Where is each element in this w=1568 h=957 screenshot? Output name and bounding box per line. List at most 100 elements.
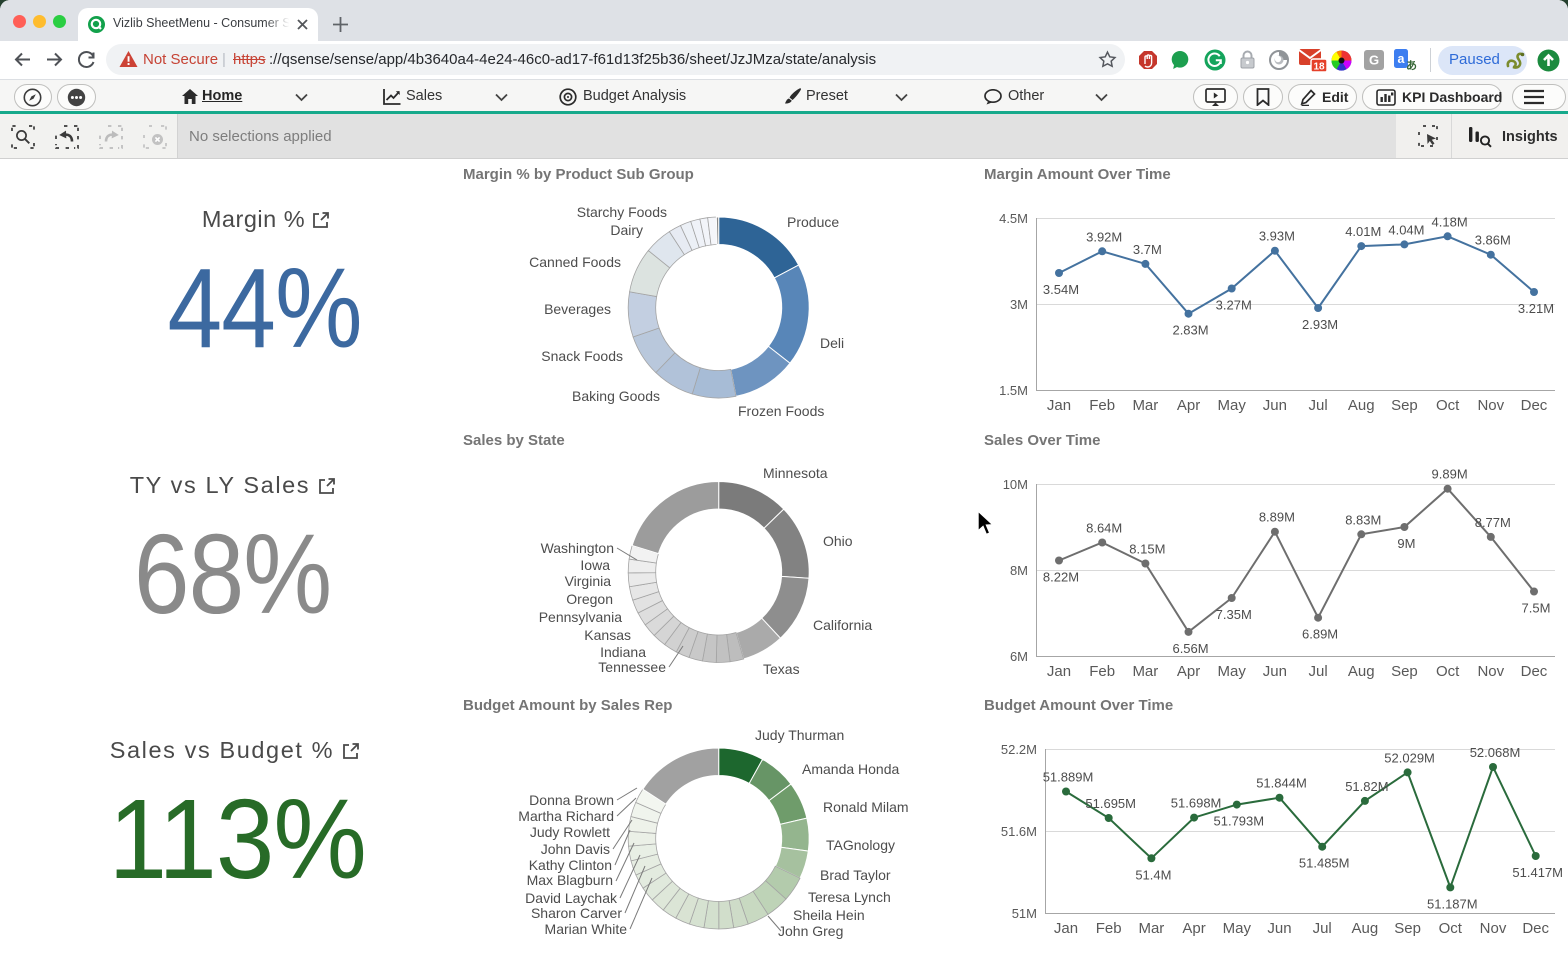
svg-text:Apr: Apr [1177,663,1200,680]
svg-text:Minnesota: Minnesota [763,465,828,481]
svg-text:May: May [1218,397,1247,414]
svg-text:Aug: Aug [1352,920,1379,937]
svg-text:Canned Foods: Canned Foods [529,254,621,270]
svg-text:David Laychak: David Laychak [525,890,618,906]
svg-text:Starchy Foods: Starchy Foods [577,204,667,220]
svg-text:Budget Amount by Sales Rep: Budget Amount by Sales Rep [463,697,672,714]
svg-text:Kansas: Kansas [584,627,631,643]
svg-text:51.485M: 51.485M [1299,856,1350,871]
svg-text:May: May [1223,920,1252,937]
svg-text:6.56M: 6.56M [1172,641,1208,656]
svg-text:Budget Amount Over Time: Budget Amount Over Time [984,697,1173,714]
svg-text:Jun: Jun [1263,663,1287,680]
svg-text:Nov: Nov [1477,663,1504,680]
svg-text:8.89M: 8.89M [1259,510,1295,525]
svg-text:a: a [1398,52,1406,66]
svg-text:10M: 10M [1003,477,1028,492]
svg-text:51.844M: 51.844M [1256,776,1307,791]
svg-text:9.89M: 9.89M [1432,467,1468,482]
svg-text:Jun: Jun [1267,920,1291,937]
svg-text:Ohio: Ohio [823,533,853,549]
svg-text:Indiana: Indiana [600,644,646,660]
svg-text:Max Blagburn: Max Blagburn [527,872,613,888]
svg-text:Produce: Produce [787,214,839,230]
svg-text:Sep: Sep [1391,663,1418,680]
svg-text:51.187M: 51.187M [1427,896,1478,911]
svg-text:Aug: Aug [1348,663,1375,680]
svg-text:2.93M: 2.93M [1302,317,1338,332]
svg-text:51.793M: 51.793M [1214,814,1265,829]
svg-text:John Davis: John Davis [541,841,610,857]
svg-text:51.695M: 51.695M [1085,796,1136,811]
svg-text:Margin % by Product Sub Group: Margin % by Product Sub Group [463,166,694,183]
svg-text:あ: あ [1406,59,1417,71]
svg-text:8.83M: 8.83M [1345,512,1381,527]
svg-text:1.5M: 1.5M [999,383,1028,398]
svg-text:May: May [1218,663,1247,680]
svg-text:Oct: Oct [1439,920,1463,937]
svg-text:Baking Goods: Baking Goods [572,388,660,404]
svg-text:Washington: Washington [541,540,614,556]
svg-text:3.92M: 3.92M [1086,229,1122,244]
svg-text:4.04M: 4.04M [1388,222,1424,237]
svg-text:Feb: Feb [1089,663,1115,680]
svg-text:California: California [813,617,872,633]
svg-text:Ronald Milam: Ronald Milam [823,799,909,815]
svg-text:Judy Thurman: Judy Thurman [755,727,844,743]
svg-text:Tennessee: Tennessee [598,659,666,675]
svg-text:3.27M: 3.27M [1216,298,1252,313]
svg-text:Nov: Nov [1480,920,1507,937]
svg-text:4.18M: 4.18M [1432,214,1468,229]
svg-text:18: 18 [1313,62,1325,73]
svg-text:Dairy: Dairy [610,222,643,238]
svg-text:Marian White: Marian White [545,921,628,937]
svg-text:Apr: Apr [1182,920,1205,937]
svg-text:9M: 9M [1397,536,1415,551]
svg-text:Deli: Deli [820,335,844,351]
svg-text:Sales by State: Sales by State [463,432,565,449]
svg-text:Iowa: Iowa [580,557,610,573]
svg-text:51.889M: 51.889M [1043,770,1094,785]
svg-text:52.2M: 52.2M [1001,742,1037,757]
svg-text:Brad Taylor: Brad Taylor [820,867,891,883]
svg-text:Beverages: Beverages [544,301,611,317]
svg-text:Donna Brown: Donna Brown [529,792,614,808]
svg-text:Amanda Honda: Amanda Honda [802,761,900,777]
svg-text:Dec: Dec [1521,663,1548,680]
svg-text:52.029M: 52.029M [1384,750,1435,765]
svg-text:3.54M: 3.54M [1043,282,1079,297]
svg-text:Mar: Mar [1138,920,1164,937]
svg-text:3.7M: 3.7M [1133,242,1162,257]
svg-text:2.83M: 2.83M [1172,323,1208,338]
svg-text:Snack Foods: Snack Foods [541,348,623,364]
svg-text:Jan: Jan [1047,663,1071,680]
svg-text:3M: 3M [1010,297,1028,312]
svg-text:Teresa Lynch: Teresa Lynch [808,889,891,905]
svg-text:Mar: Mar [1132,663,1158,680]
svg-text:Kathy Clinton: Kathy Clinton [529,857,612,873]
svg-text:51M: 51M [1012,906,1037,921]
svg-text:Feb: Feb [1096,920,1122,937]
svg-text:Sheila Hein: Sheila Hein [793,907,865,923]
svg-text:Jul: Jul [1313,920,1332,937]
svg-text:Pennsylvania: Pennsylvania [539,609,622,625]
svg-text:8M: 8M [1010,563,1028,578]
svg-text:Jan: Jan [1047,397,1071,414]
svg-text:Sales Over Time: Sales Over Time [984,432,1100,449]
svg-text:Texas: Texas [763,661,800,677]
svg-text:8.15M: 8.15M [1129,542,1165,557]
svg-text:TAGnology: TAGnology [826,837,895,853]
svg-text:Margin Amount Over Time: Margin Amount Over Time [984,166,1171,183]
svg-text:Sep: Sep [1391,397,1418,414]
svg-text:3.86M: 3.86M [1475,233,1511,248]
svg-text:4.5M: 4.5M [999,211,1028,226]
svg-text:Oregon: Oregon [566,591,613,607]
svg-text:3.21M: 3.21M [1518,301,1554,316]
svg-text:Jun: Jun [1263,397,1287,414]
svg-text:Aug: Aug [1348,397,1375,414]
svg-text:7.35M: 7.35M [1216,607,1252,622]
svg-text:Jul: Jul [1308,663,1327,680]
svg-text:Nov: Nov [1477,397,1504,414]
svg-text:Sep: Sep [1394,920,1421,937]
svg-text:6.89M: 6.89M [1302,627,1338,642]
